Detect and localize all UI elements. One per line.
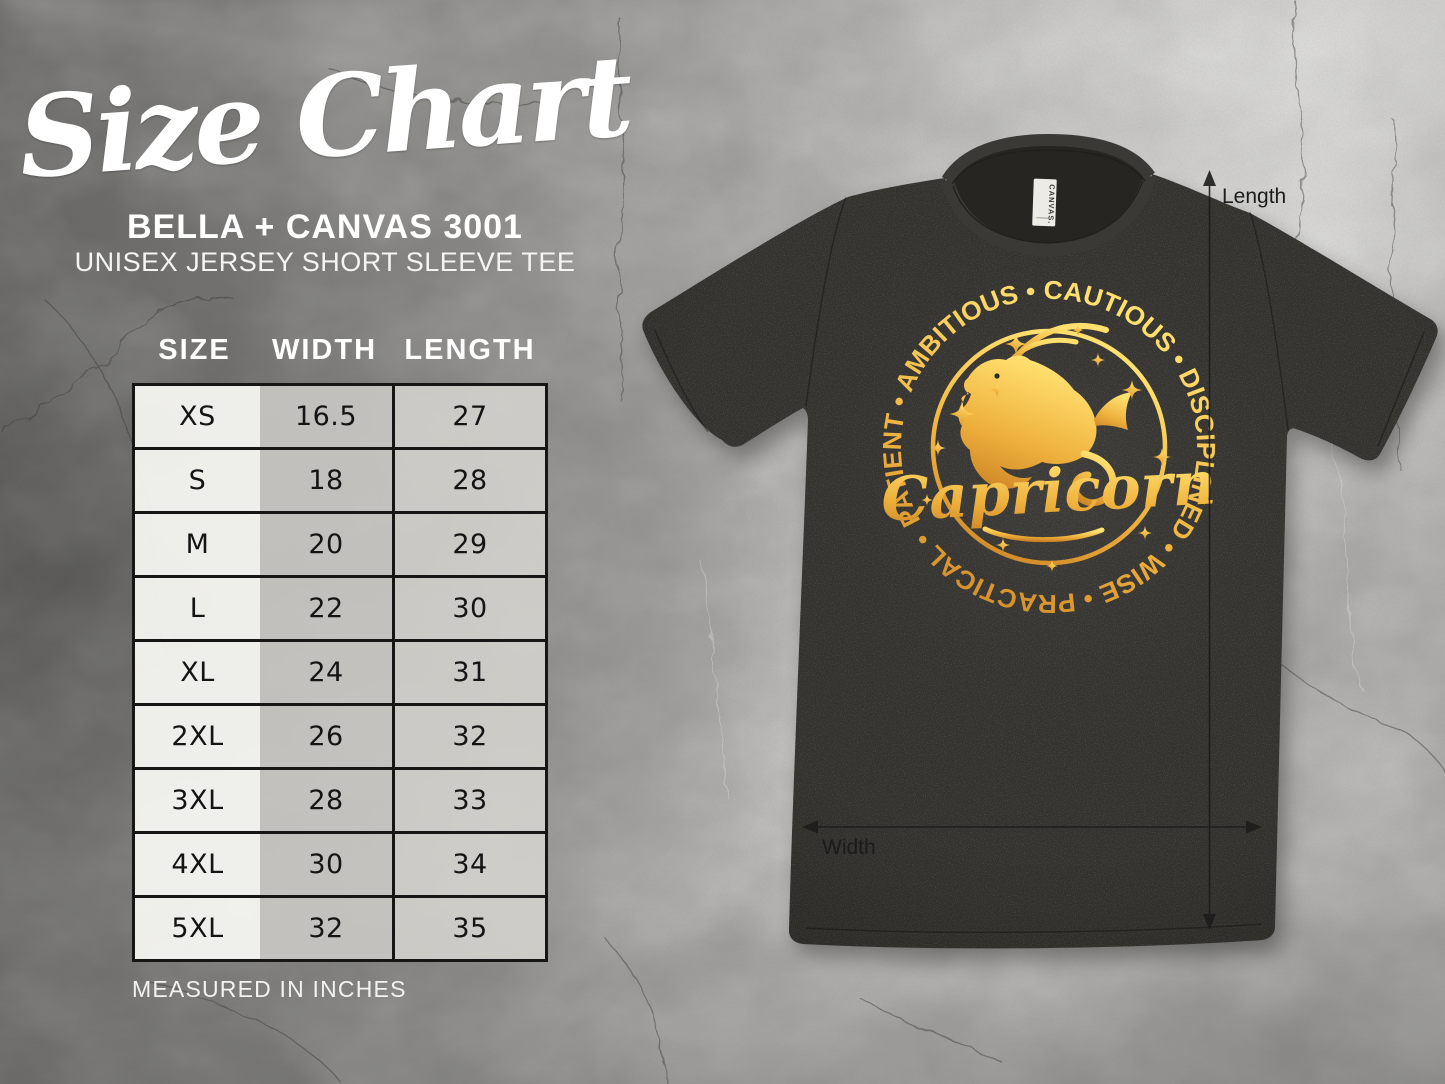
capricorn-design: PATIENT • AMBITIOUS • CAUTIOUS • DISCIPL… (877, 275, 1221, 619)
capricorn-goat-icon (958, 323, 1132, 507)
cell-size: 3XL (135, 770, 260, 831)
table-row: M 20 29 (135, 511, 545, 575)
table-row: S 18 28 (135, 447, 545, 511)
table-row: L 22 30 (135, 575, 545, 639)
col-header-width: WIDTH (271, 334, 378, 366)
cell-width: 26 (260, 706, 392, 767)
brand-line: BELLA + CANVAS 3001 (127, 208, 523, 246)
table-row: 5XL 32 35 (135, 895, 545, 959)
cell-width: 20 (260, 514, 392, 575)
cell-size: M (135, 514, 260, 575)
cell-width: 22 (260, 578, 392, 639)
table-row: 3XL 28 33 (135, 767, 545, 831)
cell-width: 30 (260, 834, 392, 895)
cell-length: 34 (392, 834, 545, 895)
table-row: XL 24 31 (135, 639, 545, 703)
product-line: UNISEX JERSEY SHORT SLEEVE TEE (74, 247, 576, 277)
cell-length: 28 (392, 450, 545, 511)
col-header-length: LENGTH (404, 334, 536, 366)
size-table-header: SIZE WIDTH LENGTH (132, 334, 548, 367)
shirt-seams (654, 196, 1425, 934)
cell-length: 33 (392, 770, 545, 831)
size-table: XS 16.5 27 S 18 28 M 20 29 L 22 30 XL 24… (132, 383, 548, 962)
cell-size: S (135, 450, 260, 511)
table-row: XS 16.5 27 (135, 386, 545, 447)
cell-size: 5XL (135, 898, 260, 959)
length-arrow (1203, 170, 1216, 930)
tshirt-photo: CANVAS. PATIENT • AMBITIOUS • CAUTIOUS •… (642, 133, 1445, 961)
design-zodiac-name: Capricorn (880, 448, 1218, 535)
cell-size: XL (135, 642, 260, 703)
cell-size: 2XL (135, 706, 260, 767)
cell-length: 32 (392, 706, 545, 767)
cell-length: 27 (392, 386, 545, 447)
cell-width: 18 (260, 450, 392, 511)
collar-tag-label: CANVAS. (1046, 184, 1056, 224)
cell-size: L (135, 578, 260, 639)
cell-width: 16.5 (260, 386, 392, 447)
cell-length: 35 (392, 898, 545, 959)
script-swash (982, 526, 1105, 543)
width-label: Width (822, 836, 876, 859)
length-label: Length (1222, 185, 1286, 208)
table-row: 2XL 26 32 (135, 703, 545, 767)
collar-tag: CANVAS. (1032, 178, 1057, 227)
width-arrow (802, 820, 1262, 834)
cell-width: 32 (260, 898, 392, 959)
table-row: 4XL 30 34 (135, 831, 545, 895)
cell-width: 24 (260, 642, 392, 703)
measurement-note: MEASURED IN INCHES (132, 976, 407, 1002)
cell-size: 4XL (135, 834, 260, 895)
cell-size: XS (135, 386, 260, 447)
cell-length: 30 (392, 578, 545, 639)
cell-length: 31 (392, 642, 545, 703)
cell-length: 29 (392, 514, 545, 575)
col-header-size: SIZE (158, 334, 231, 366)
cell-width: 28 (260, 770, 392, 831)
